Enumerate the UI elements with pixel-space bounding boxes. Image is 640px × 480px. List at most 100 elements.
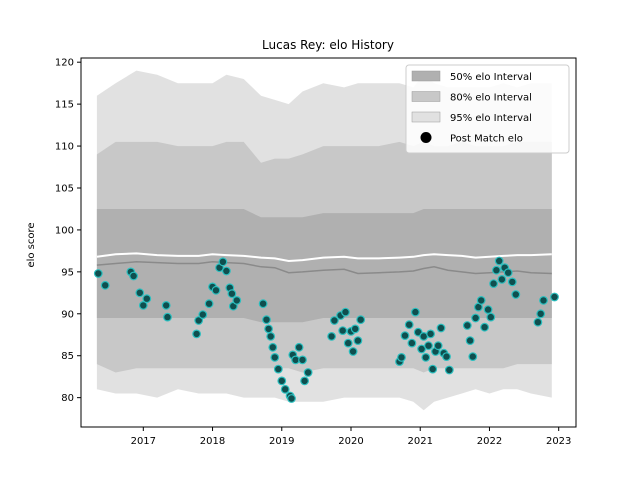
post-match-point — [330, 316, 339, 325]
legend: 50% elo Interval 80% elo Interval 95% elo … — [405, 64, 570, 154]
post-match-point — [300, 376, 310, 386]
post-match-point — [268, 342, 278, 352]
post-match-point — [204, 299, 214, 309]
y-tick-label: 90 — [61, 309, 74, 320]
post-match-point — [258, 299, 268, 309]
x-tick-label: 2020 — [338, 436, 363, 447]
legend-label: 95% elo Interval — [450, 113, 532, 124]
post-match-point — [227, 289, 237, 299]
band-50 — [96, 209, 552, 323]
post-match-point — [511, 290, 521, 299]
post-match-point — [277, 376, 287, 386]
y-tick-label: 100 — [55, 225, 74, 236]
post-match-point — [494, 256, 504, 266]
legend-label: 50% elo Interval — [450, 72, 532, 83]
upper-elo-line — [96, 252, 552, 263]
post-match-point — [353, 336, 363, 346]
post-match-point — [129, 271, 139, 281]
x-tick-label: 2022 — [477, 436, 502, 447]
post-match-point — [198, 310, 208, 320]
post-match-point — [194, 316, 204, 325]
post-match-point — [192, 329, 202, 339]
chart-title: Lucas Rey: elo History — [262, 38, 394, 52]
x-tick-label: 2021 — [408, 436, 433, 447]
post-match-points — [93, 256, 559, 403]
y-tick-label: 115 — [55, 100, 74, 111]
y-tick-label: 110 — [55, 142, 74, 153]
legend-box — [405, 64, 570, 154]
y-axis-label: elo score — [26, 222, 37, 267]
post-match-point — [218, 257, 228, 267]
y-tick-label: 95 — [61, 267, 74, 278]
post-match-point — [550, 292, 559, 302]
post-match-point — [468, 352, 478, 362]
post-match-point — [476, 296, 486, 305]
interval-lines — [96, 252, 552, 275]
post-match-point — [270, 353, 280, 362]
post-match-point — [350, 324, 360, 334]
post-match-point — [462, 321, 472, 330]
post-match-point — [497, 275, 507, 284]
post-match-point — [287, 394, 296, 403]
post-match-point — [407, 338, 417, 348]
post-match-point — [421, 353, 431, 362]
post-match-point — [480, 322, 490, 332]
post-match-point — [161, 301, 171, 310]
post-match-point — [539, 296, 548, 305]
post-match-point — [273, 364, 283, 374]
post-match-point — [221, 266, 231, 276]
post-match-point — [100, 280, 110, 290]
post-match-point — [428, 364, 438, 374]
post-match-point — [471, 313, 481, 323]
post-match-point — [397, 353, 406, 362]
post-match-point — [280, 384, 290, 394]
legend-label: Post Match elo — [450, 134, 523, 145]
y-axis: 80 85 90 95 100 105 110 115 120 — [55, 58, 81, 404]
post-match-point — [444, 365, 454, 375]
post-match-point — [142, 294, 152, 304]
legend-label: 80% elo Interval — [450, 93, 532, 104]
post-match-point — [163, 312, 172, 322]
axes-frame — [80, 57, 577, 428]
post-match-point — [411, 307, 420, 317]
post-match-point — [404, 320, 414, 330]
legend-swatch — [411, 70, 441, 82]
post-match-point — [442, 352, 451, 362]
post-match-point — [341, 307, 350, 317]
post-match-point — [135, 288, 145, 298]
mean-elo-line — [96, 261, 552, 275]
legend-swatch — [411, 111, 441, 123]
x-tick-label: 2023 — [546, 436, 571, 447]
post-match-point — [266, 332, 276, 341]
post-match-point — [486, 312, 496, 322]
post-match-point — [533, 317, 543, 327]
y-tick-label: 105 — [55, 183, 74, 194]
post-match-point — [211, 285, 221, 295]
post-match-point — [232, 296, 242, 305]
post-match-point — [433, 341, 443, 351]
y-tick-label: 85 — [61, 351, 74, 362]
post-match-point — [489, 279, 499, 289]
post-match-point — [536, 309, 546, 319]
plot-area — [93, 70, 559, 411]
post-match-point — [492, 265, 501, 275]
x-tick-label: 2019 — [269, 436, 294, 447]
post-match-point — [436, 323, 446, 333]
post-match-point — [426, 329, 436, 339]
post-match-point — [503, 268, 513, 278]
legend-marker — [420, 132, 432, 143]
post-match-point — [298, 355, 307, 365]
post-match-point — [465, 336, 475, 346]
post-match-point — [294, 342, 304, 352]
legend-swatch — [411, 91, 441, 102]
post-match-point — [138, 301, 148, 310]
post-match-point — [93, 269, 103, 278]
post-match-point — [424, 341, 433, 351]
post-match-point — [303, 368, 313, 377]
post-match-point — [348, 347, 358, 356]
y-tick-label: 80 — [61, 393, 74, 404]
post-match-point — [356, 315, 366, 325]
post-match-point — [343, 338, 353, 348]
post-match-point — [338, 326, 348, 336]
y-tick-label: 120 — [55, 58, 74, 69]
